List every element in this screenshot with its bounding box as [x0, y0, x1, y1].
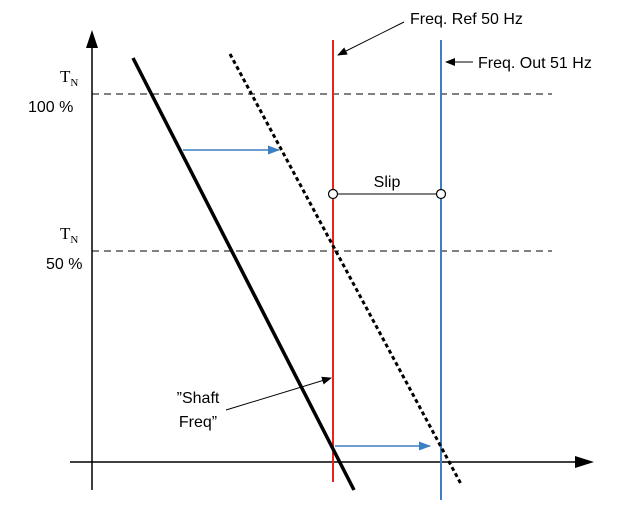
shaft-freq-callout-arrow: [225, 376, 332, 411]
tn-100-symbol: TN: [60, 67, 78, 89]
shaft-freq-label-line1: ”Shaft: [177, 390, 220, 407]
freq-ref-label: Freq. Ref 50 Hz: [410, 11, 523, 28]
slip-right-marker: [435, 188, 447, 200]
shaft-characteristic-line: [131, 57, 356, 491]
tn-50-percent: 50 %: [46, 256, 82, 273]
y-axis-arrowhead: [86, 30, 98, 48]
x-axis-arrowhead: [575, 456, 594, 468]
tn-100-symbol-subscript: N: [70, 77, 78, 89]
shaft-freq-label-line2: Freq”: [179, 414, 217, 431]
tn-50-symbol-subscript: N: [70, 234, 78, 246]
freq-ref-callout-arrow: [337, 21, 405, 56]
tn-100-percent: 100 %: [28, 99, 73, 116]
freq-out-label: Freq. Out 51 Hz: [478, 55, 592, 72]
tn-50-symbol-letter: T: [60, 224, 71, 243]
tn-100-symbol-letter: T: [60, 67, 71, 86]
shifted-characteristic-line: [228, 53, 463, 485]
slip-label: Slip: [374, 174, 401, 191]
slip-left-marker: [327, 188, 339, 200]
tn-50-symbol: TN: [60, 224, 78, 246]
